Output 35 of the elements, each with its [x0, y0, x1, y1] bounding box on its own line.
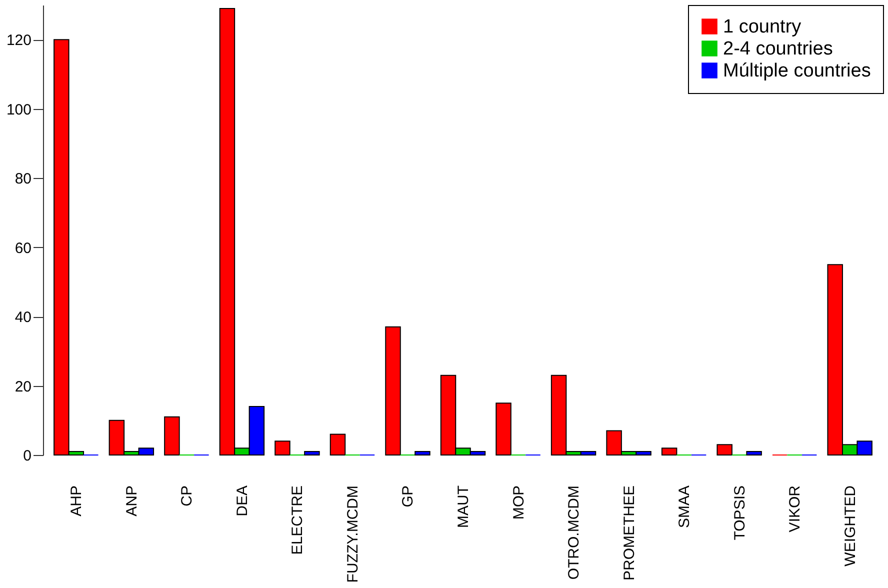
x-tick-label: CP — [178, 486, 196, 506]
y-tick-label: 0 — [23, 448, 32, 464]
bar — [661, 448, 678, 456]
x-tick-label: WEIGHTED — [842, 485, 859, 566]
x-tick-label: PROMETHEE — [620, 486, 638, 581]
x-tick-label: DEA — [234, 486, 251, 516]
y-tick-label: 120 — [6, 32, 32, 50]
x-tick-label: ANP — [123, 486, 140, 516]
bar — [164, 416, 180, 456]
x-tick-label: ELECTRE — [289, 486, 306, 555]
legend-label: 2-4 countries — [723, 38, 833, 60]
x-tick-label: SMAA — [676, 486, 694, 528]
x-tick-label: OTRO.MCDM — [566, 486, 583, 580]
x-tick-label: MOP — [510, 486, 528, 520]
x-tick-label: FUZZY.MCDM — [344, 486, 362, 583]
y-tick-label: 100 — [6, 101, 32, 118]
bar — [385, 326, 401, 456]
bar — [274, 440, 290, 456]
y-tick-label: 60 — [14, 240, 32, 257]
y-tick-label: 80 — [14, 170, 32, 188]
x-tick-label: AHP — [68, 486, 86, 516]
bar — [304, 451, 320, 456]
y-tick-label: 40 — [14, 309, 32, 326]
bar — [496, 402, 512, 456]
bar — [330, 434, 346, 456]
bar — [746, 451, 762, 456]
bar — [716, 444, 732, 456]
y-tick-label: 20 — [14, 378, 32, 396]
x-tick-label: VIKOR — [786, 485, 804, 532]
x-tick-label: MAUT — [455, 486, 472, 528]
bar — [414, 451, 430, 456]
legend-label: Múltiple countries — [723, 60, 871, 82]
x-tick-label: TOPSIS — [731, 486, 748, 540]
x-tick-label: GP — [400, 486, 417, 508]
legend-label: 1 country — [723, 16, 802, 38]
